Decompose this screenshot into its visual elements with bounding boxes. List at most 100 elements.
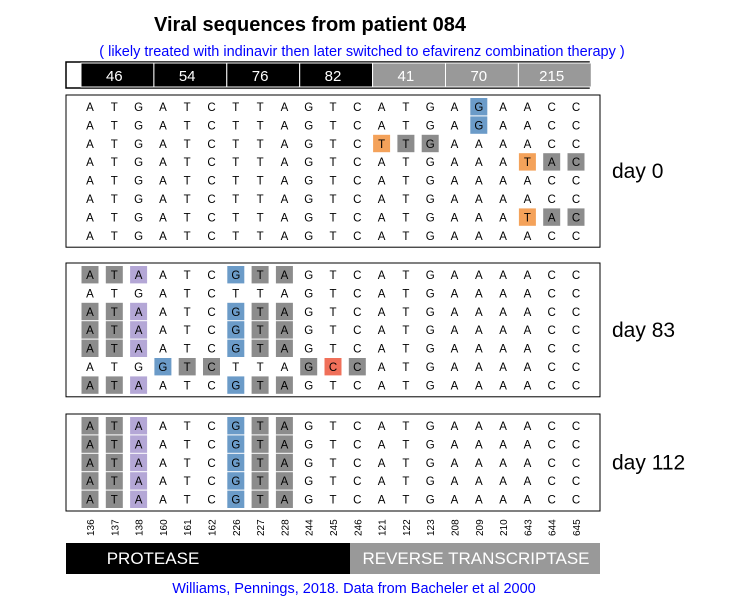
- base: T: [184, 194, 191, 206]
- base: G: [304, 288, 313, 300]
- base: T: [329, 439, 336, 451]
- base: T: [111, 212, 118, 224]
- base: C: [572, 344, 580, 356]
- base: C: [572, 270, 580, 282]
- base: A: [499, 194, 507, 206]
- base: A: [475, 325, 483, 337]
- base: T: [111, 362, 118, 374]
- base: T: [329, 231, 336, 243]
- base: C: [572, 362, 580, 374]
- highlight-gray: [251, 376, 269, 394]
- base: C: [353, 439, 361, 451]
- base: A: [159, 176, 167, 188]
- base: T: [257, 194, 264, 206]
- codon-label: 215: [539, 68, 564, 85]
- highlight-blue: [227, 472, 245, 490]
- base: G: [426, 307, 435, 319]
- protease-label: PROTEASE: [107, 549, 200, 568]
- codon-block: [80, 62, 155, 88]
- base: A: [159, 102, 167, 114]
- highlight-gray: [105, 453, 123, 472]
- base: T: [184, 439, 191, 451]
- base: G: [304, 380, 313, 392]
- base: A: [451, 102, 459, 114]
- base: T: [257, 120, 264, 132]
- base: A: [281, 495, 289, 507]
- base: T: [184, 231, 191, 243]
- base: T: [402, 194, 409, 206]
- day-label: day 0: [612, 160, 663, 183]
- base: T: [402, 344, 409, 356]
- base: A: [378, 458, 386, 470]
- codon-block: [372, 62, 447, 88]
- base: T: [257, 102, 264, 114]
- highlight-gray: [251, 453, 269, 472]
- highlight-gray: [300, 358, 318, 376]
- base: A: [378, 270, 386, 282]
- base: G: [426, 325, 435, 337]
- highlight-gray: [81, 302, 99, 321]
- base: C: [548, 495, 556, 507]
- base: A: [451, 476, 459, 488]
- highlight-purple: [130, 266, 148, 284]
- codon-label: 46: [106, 68, 123, 85]
- base: A: [159, 325, 167, 337]
- highlight-gray: [105, 339, 123, 357]
- position-label: 643: [523, 519, 534, 536]
- base: A: [451, 139, 459, 151]
- base: A: [281, 139, 289, 151]
- figure-subtitle: ( likely treated with indinavir then lat…: [99, 44, 624, 60]
- base: A: [378, 439, 386, 451]
- codon-label: 70: [470, 68, 487, 85]
- highlight-blue: [227, 490, 245, 508]
- base: A: [524, 476, 532, 488]
- base: G: [426, 212, 435, 224]
- base: G: [304, 102, 313, 114]
- base: T: [111, 380, 118, 392]
- highlight-purple: [130, 339, 148, 357]
- highlight-purple: [130, 302, 148, 321]
- base: A: [524, 270, 532, 282]
- base: T: [402, 212, 409, 224]
- base: T: [257, 231, 264, 243]
- base: A: [524, 344, 532, 356]
- base: C: [207, 212, 215, 224]
- base: A: [475, 362, 483, 374]
- position-label: 138: [135, 519, 146, 536]
- base: T: [329, 307, 336, 319]
- gene-bar: PROTEASE REVERSE TRANSCRIPTASE: [66, 543, 600, 574]
- position-label: 244: [305, 519, 316, 536]
- base: T: [402, 231, 409, 243]
- highlight-purple: [130, 417, 148, 435]
- base: G: [426, 380, 435, 392]
- base: C: [329, 362, 337, 374]
- base: A: [475, 157, 483, 169]
- base: A: [281, 380, 289, 392]
- base: T: [111, 344, 118, 356]
- base: C: [207, 194, 215, 206]
- base: T: [184, 362, 191, 374]
- base: A: [86, 194, 94, 206]
- group-0: A T G A T C T T A G T C A T G A G A A C CA T G A T C T T A G T C A T G A G A A…: [65, 94, 663, 248]
- position-label: 137: [110, 519, 121, 536]
- base: A: [86, 325, 94, 337]
- highlight-blue: [227, 376, 245, 394]
- base: C: [572, 139, 580, 151]
- base: T: [257, 270, 264, 282]
- base: A: [499, 380, 507, 392]
- base: A: [159, 139, 167, 151]
- highlight-blue: [227, 453, 245, 472]
- base: T: [402, 362, 409, 374]
- highlight-gray: [81, 453, 99, 472]
- base: T: [257, 439, 264, 451]
- base: A: [86, 288, 94, 300]
- position-labels: 136 137 138 160 161 162 226 227 228 244 245 246 121 1…: [86, 519, 583, 536]
- base: T: [257, 380, 264, 392]
- base: T: [329, 212, 336, 224]
- base: A: [159, 380, 167, 392]
- position-label: 162: [208, 519, 219, 536]
- base: C: [207, 288, 215, 300]
- base: A: [86, 495, 94, 507]
- highlight-gray: [105, 302, 123, 321]
- base: A: [281, 458, 289, 470]
